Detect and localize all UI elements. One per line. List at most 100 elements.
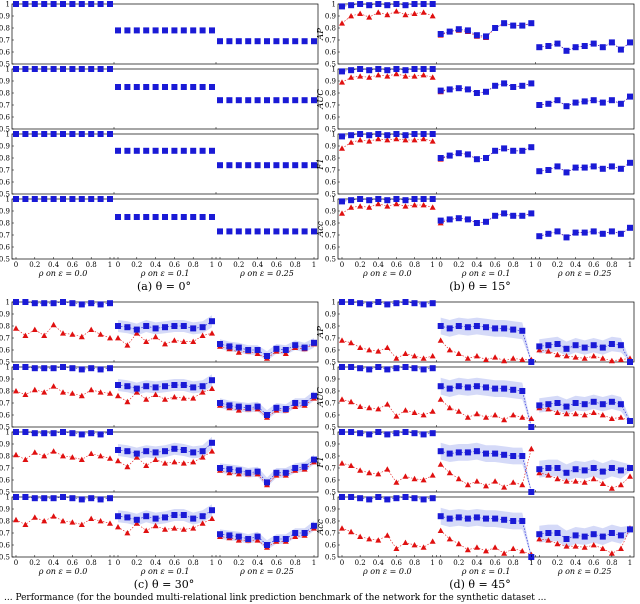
y-tick-label: 0.8 — [325, 24, 336, 32]
blue-square-point — [171, 382, 178, 388]
x-tick-label: 0.6 — [391, 559, 403, 567]
blue-square-point — [492, 385, 499, 392]
blue-square-point — [563, 234, 570, 241]
blue-square-point — [69, 430, 76, 437]
red-triangle-point — [393, 70, 400, 77]
blue-square-point — [464, 86, 471, 93]
blue-square-point — [554, 530, 561, 536]
x-tick-label: 0.4 — [471, 559, 483, 567]
y-axis-label: Acc — [316, 519, 326, 536]
blue-square-point — [366, 366, 373, 373]
group-label: ρ on ε = 0.0 — [362, 567, 412, 576]
red-triangle-point — [528, 415, 535, 421]
blue-square-point — [264, 353, 270, 359]
x-tick-label: 1 — [628, 559, 632, 567]
blue-square-point — [245, 38, 252, 45]
blue-square-point — [226, 228, 233, 235]
blue-square-point — [464, 151, 471, 158]
y-axis-label: F1 — [316, 456, 326, 468]
red-triangle-point — [608, 415, 615, 421]
blue-square-point — [420, 496, 427, 503]
blue-square-point — [190, 27, 197, 34]
blue-square-point — [339, 299, 345, 305]
blue-square-point — [357, 196, 364, 202]
y-tick-label: 1 — [332, 493, 336, 501]
y-tick-label: 0.9 — [0, 505, 10, 513]
red-triangle-point — [554, 409, 561, 415]
blue-square-point — [590, 97, 597, 104]
blue-square-point — [162, 448, 168, 455]
blue-square-point — [510, 212, 517, 219]
blue-square-point — [473, 32, 480, 39]
red-triangle-point — [339, 525, 345, 531]
red-series-line — [117, 332, 213, 346]
blue-square-point — [22, 196, 29, 202]
red-triangle-point — [78, 521, 85, 527]
red-triangle-point — [133, 330, 140, 336]
x-tick-label: 0.4 — [471, 261, 483, 269]
panel-ap: 0.5 0.6 0.7 0.8 0.9 1 AP — [316, 298, 635, 366]
red-triangle-point — [115, 335, 121, 341]
blue-square-point — [311, 97, 317, 104]
blue-square-point — [446, 86, 453, 93]
blue-square-point — [60, 429, 66, 435]
red-triangle-point — [162, 460, 168, 466]
y-tick-label: 0.8 — [0, 219, 10, 227]
x-tick-label: 0.4 — [373, 261, 385, 269]
red-series-line — [15, 450, 111, 460]
blue-square-point — [563, 169, 570, 176]
x-tick-label: 0.2 — [355, 559, 366, 567]
red-triangle-point — [402, 73, 409, 79]
y-tick-label: 0.7 — [0, 166, 10, 174]
y-tick-label: 0.9 — [325, 310, 336, 318]
blue-square-point — [492, 325, 499, 332]
panel-frame — [11, 133, 319, 195]
blue-square-point — [528, 210, 535, 217]
blue-square-point — [107, 300, 113, 307]
blue-square-point — [554, 465, 561, 471]
std-band — [220, 521, 314, 550]
blue-square-point — [273, 536, 280, 542]
blue-square-point — [464, 384, 471, 391]
y-tick-label: 0.8 — [325, 387, 336, 395]
red-triangle-point — [590, 542, 597, 548]
red-triangle-point — [402, 11, 409, 18]
blue-square-point — [599, 533, 606, 540]
y-tick-label: 0.7 — [325, 231, 336, 239]
blue-square-point — [545, 342, 552, 349]
red-triangle-point — [384, 401, 391, 407]
blue-square-point — [60, 131, 66, 137]
blue-square-point — [545, 230, 552, 237]
x-tick-label: 0.6 — [588, 261, 600, 269]
blue-square-point — [366, 132, 373, 139]
red-triangle-point — [209, 515, 215, 521]
blue-square-point — [50, 365, 57, 372]
y-tick-label: 1 — [332, 298, 336, 306]
blue-square-point — [254, 228, 261, 235]
blue-square-point — [143, 27, 150, 34]
y-tick-label: 1 — [332, 363, 336, 371]
blue-square-point — [393, 495, 400, 502]
x-tick-label: 0.8 — [606, 559, 617, 567]
y-tick-label: 0.7 — [0, 529, 10, 537]
red-triangle-point — [617, 545, 624, 551]
y-tick-label: 1 — [6, 428, 10, 436]
blue-square-point — [411, 430, 418, 437]
blue-square-point — [617, 165, 624, 172]
blue-square-point — [536, 402, 543, 409]
red-series-line — [440, 22, 532, 38]
blue-square-point — [69, 131, 76, 137]
blue-square-point — [264, 479, 270, 486]
blue-square-point — [115, 214, 121, 220]
blue-square-point — [31, 196, 38, 202]
blue-square-point — [339, 68, 345, 75]
red-triangle-point — [510, 355, 517, 361]
y-tick-label: 0.7 — [0, 464, 10, 472]
x-tick-label: 0.2 — [29, 559, 40, 567]
red-triangle-point — [420, 412, 427, 418]
red-triangle-point — [13, 516, 19, 523]
blue-square-point — [217, 97, 223, 104]
y-tick-label: 0.6 — [0, 476, 11, 484]
red-triangle-point — [483, 548, 489, 554]
